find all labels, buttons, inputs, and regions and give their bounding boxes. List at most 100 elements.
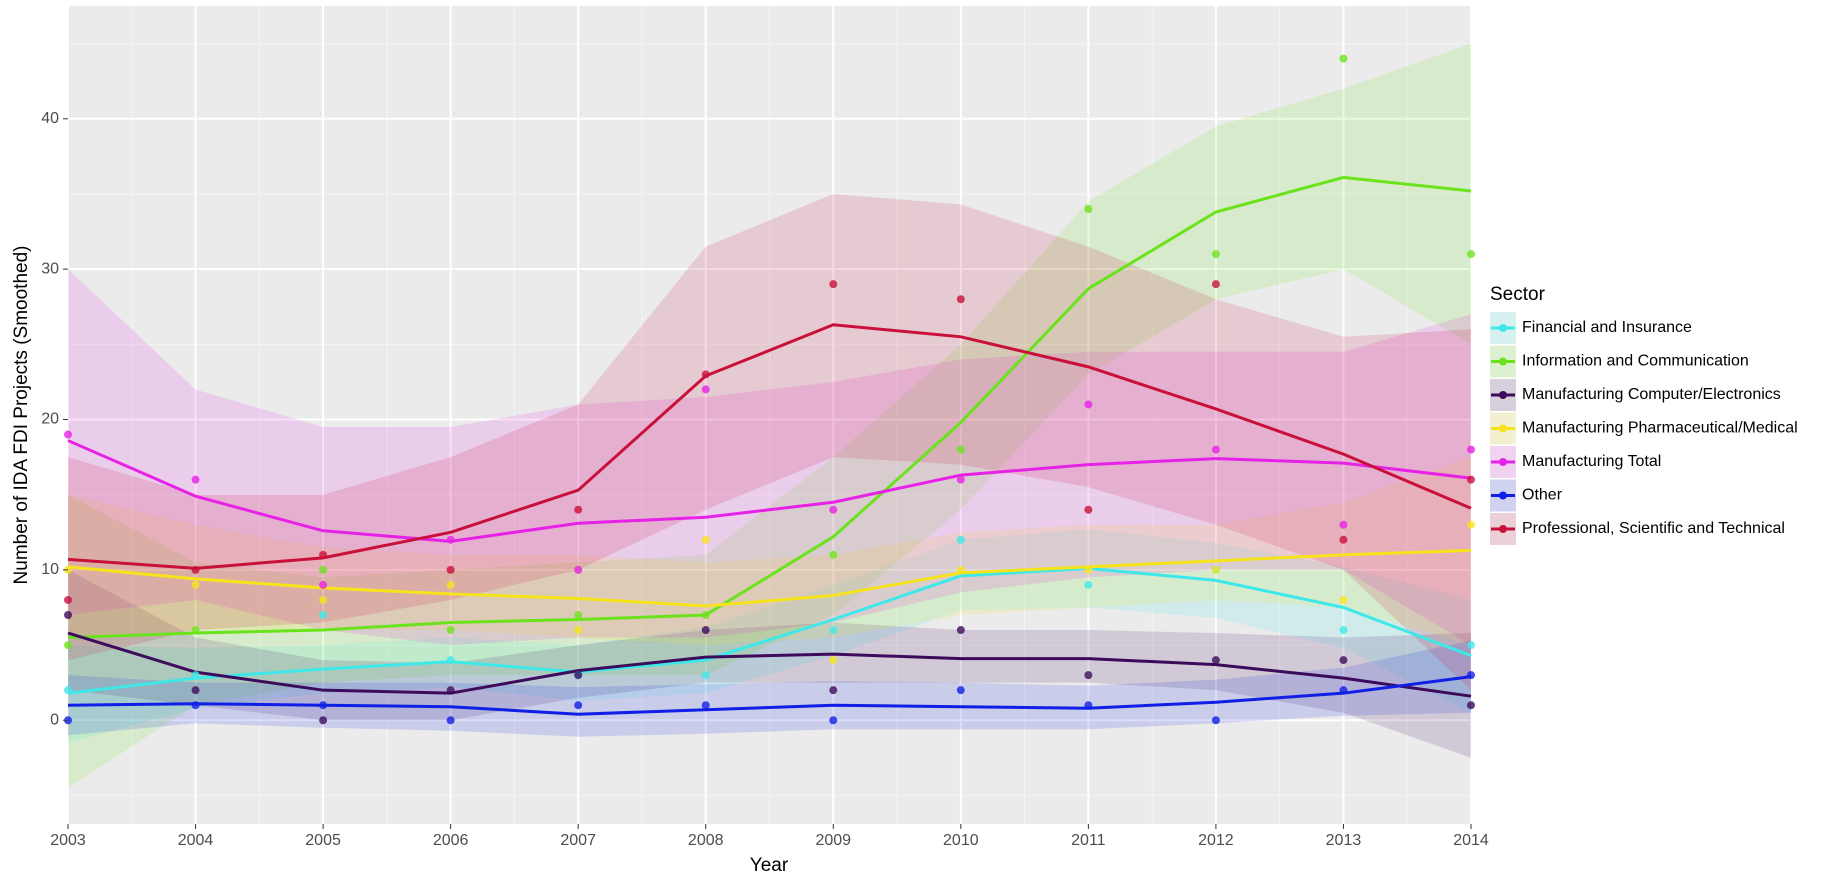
data-point [1467,520,1475,529]
legend-label: Information and Communication [1522,353,1749,370]
data-point [191,671,200,680]
data-point [829,550,838,559]
data-point [1084,204,1093,213]
data-point [64,430,72,439]
data-point [829,686,838,695]
data-point [1339,520,1348,529]
x-tick-label: 2003 [50,832,86,849]
data-point [574,565,583,574]
data-point [1211,445,1220,454]
data-point [319,716,328,725]
data-point [701,626,710,635]
data-point [1211,250,1220,259]
data-point [829,716,838,725]
data-point [1339,656,1348,665]
data-point [446,656,455,665]
data-point [1211,565,1220,574]
confidence-band [68,529,1471,743]
data-point [701,610,710,619]
data-point [446,686,455,695]
data-point [574,626,583,635]
x-tick-label: 2009 [815,832,851,849]
confidence-band [68,457,1471,646]
data-point [956,626,965,635]
legend-key-point [1499,525,1507,533]
data-point [1084,580,1093,589]
legend: Sector Financial and Insurance Informatio… [1490,284,1798,545]
x-tick-label: 2013 [1326,832,1362,849]
axes: 0 10 20 30 40 2003 2004 2005 2006 2007 2008 2009 201… [41,110,1489,849]
data-point [701,671,710,680]
y-axis-title: Number of IDA FDI Projects (Smoothed) [11,246,32,585]
data-point [956,686,965,695]
data-point [1467,250,1475,259]
data-point [574,505,583,514]
data-point [191,701,200,710]
y-tick-label: 0 [50,711,59,728]
data-point [574,671,583,680]
data-point [191,580,200,589]
data-point [64,641,72,650]
data-point [1467,445,1475,454]
data-point [446,535,455,544]
legend-label: Financial and Insurance [1522,319,1692,336]
bands [68,43,1471,788]
data-point [1339,535,1348,544]
confidence-band [68,569,1471,758]
data-point [191,626,200,635]
data-point [319,580,328,589]
data-point [446,565,455,574]
data-point [1467,701,1475,710]
data-point [956,535,965,544]
x-tick-label: 2007 [560,832,596,849]
smoothed-line [67,675,1472,716]
data-point [1211,280,1220,289]
data-point [319,595,328,604]
smoothed-line [67,323,1472,570]
x-tick-label: 2008 [688,832,724,849]
legend-label: Professional, Scientific and Technical [1522,520,1785,537]
smoothed-line [67,439,1472,543]
data-point [701,701,710,710]
x-tick-label: 2011 [1071,832,1106,849]
data-point [1084,505,1093,514]
data-point [701,385,710,394]
data-point [1339,626,1348,635]
data-point [319,610,328,619]
data-point [64,610,72,619]
data-point [319,701,328,710]
data-point [1467,475,1475,484]
legend-label: Manufacturing Computer/Electronics [1522,386,1781,403]
data-point [1084,400,1093,409]
legend-key-point [1499,491,1507,500]
data-point [956,295,965,304]
y-tick-label: 30 [41,260,59,277]
legend-label: Manufacturing Pharmaceutical/Medical [1522,420,1798,437]
legend-label: Manufacturing Total [1522,453,1661,470]
data-point [956,565,965,574]
data-point [574,701,583,710]
data-point [1339,595,1348,604]
data-point [829,280,838,289]
x-axis-title: Year [750,855,789,876]
data-point [319,565,328,574]
confidence-band [68,193,1471,691]
y-tick-label: 40 [41,110,59,127]
points [64,54,1475,725]
data-point [446,626,455,635]
data-point [446,716,455,725]
data-point [701,535,710,544]
smoothed-line [67,548,1472,608]
x-tick-label: 2012 [1198,832,1234,849]
data-point [191,686,200,695]
data-point [1211,656,1220,665]
y-tick-label: 20 [41,411,59,428]
smoothed-line [67,566,1472,695]
x-tick-label: 2006 [433,832,469,849]
data-point [574,610,583,619]
data-point [319,550,328,559]
data-point [446,580,455,589]
data-point [956,445,965,454]
data-point [191,475,200,484]
data-point [1339,54,1348,63]
